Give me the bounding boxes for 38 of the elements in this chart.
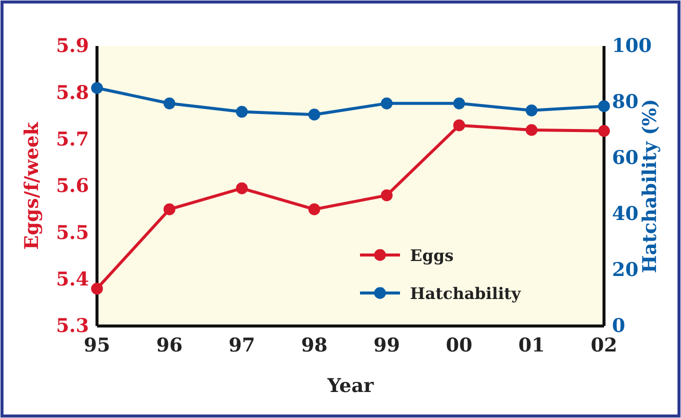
y-tick-label: 5.6: [56, 175, 89, 198]
point: [91, 282, 103, 295]
point: [598, 100, 610, 112]
point: [526, 124, 538, 136]
point: [526, 104, 538, 116]
y2-tick-label: 100: [612, 35, 652, 58]
legend-label: Hatchability: [410, 284, 522, 303]
point: [91, 82, 103, 94]
point: [453, 119, 466, 132]
y2-tick-label: 60: [612, 147, 638, 170]
point: [380, 97, 393, 110]
x-tick-label: 97: [228, 334, 256, 356]
point: [236, 106, 248, 118]
y-axis-title: Eggs/f/week: [21, 121, 43, 250]
y2-axis-title: Hatchability (%): [639, 98, 661, 274]
x-tick-label: 96: [156, 334, 183, 356]
point: [164, 97, 176, 110]
y-tick-label: 5.8: [56, 82, 89, 104]
x-tick-label: 98: [301, 334, 328, 356]
y-tick-label: 5.7: [56, 128, 89, 150]
point: [308, 203, 320, 216]
y-tick-label: 5.5: [56, 222, 89, 244]
point: [236, 182, 248, 194]
x-axis-title: Year: [326, 375, 375, 397]
point: [380, 189, 393, 202]
point: [308, 108, 320, 121]
legend-label: Eggs: [410, 246, 454, 265]
y-tick-label: 5.4: [56, 268, 89, 290]
y2-tick-label: 80: [612, 91, 638, 114]
y-tick-label: 5.9: [56, 35, 89, 58]
point: [598, 125, 610, 137]
x-tick-label: 99: [373, 334, 400, 356]
x-tick-label: 01: [518, 334, 545, 356]
y2-tick-label: 40: [612, 203, 638, 226]
y2-tick-label: 20: [612, 259, 638, 282]
point: [164, 203, 176, 216]
point: [453, 97, 466, 110]
x-tick-label: 00: [446, 334, 472, 356]
